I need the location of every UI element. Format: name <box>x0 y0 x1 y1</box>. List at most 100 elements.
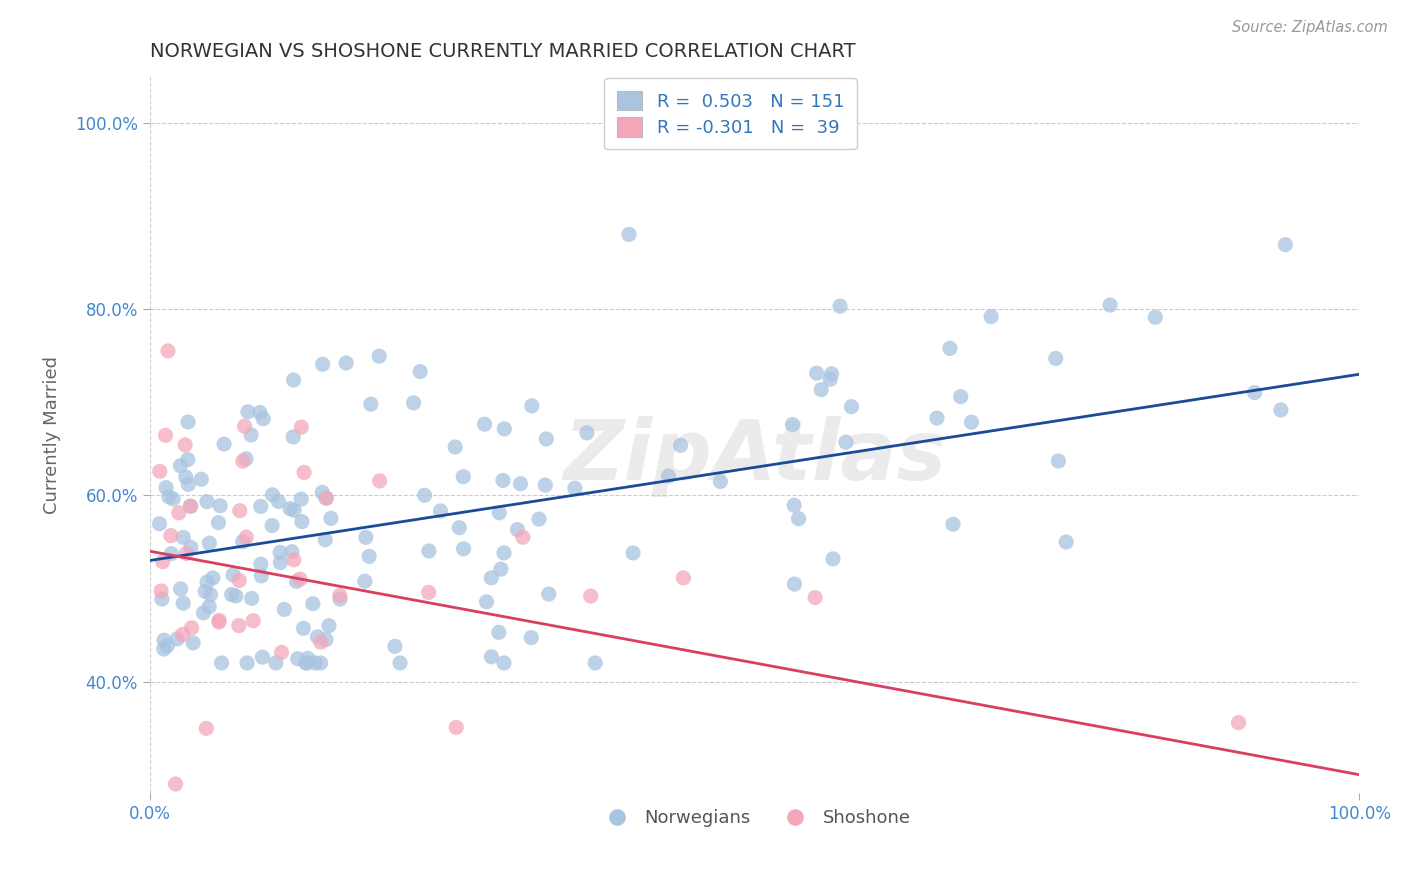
Point <box>153 633 176 648</box>
Point <box>249 405 271 419</box>
Point <box>564 481 586 495</box>
Point <box>240 591 263 606</box>
Point <box>669 438 692 452</box>
Point <box>384 640 406 654</box>
Point <box>278 501 301 516</box>
Text: ZipAtlas: ZipAtlas <box>562 416 946 497</box>
Y-axis label: Currently Married: Currently Married <box>44 356 60 514</box>
Point <box>236 656 259 670</box>
Point <box>195 575 218 590</box>
Point <box>177 477 200 491</box>
Point <box>315 491 337 505</box>
Point <box>492 656 515 670</box>
Point <box>229 504 252 518</box>
Point <box>506 523 529 537</box>
Point <box>1054 535 1077 549</box>
Point <box>174 470 197 484</box>
Point <box>207 516 229 530</box>
Point <box>841 400 863 414</box>
Point <box>165 777 187 791</box>
Point <box>488 625 510 640</box>
Point <box>288 572 311 586</box>
Point <box>657 469 679 483</box>
Point <box>1099 298 1122 312</box>
Point <box>810 383 832 397</box>
Point <box>252 650 274 665</box>
Point <box>474 417 496 432</box>
Point <box>494 422 516 436</box>
Point <box>200 588 222 602</box>
Point <box>449 521 471 535</box>
Point <box>198 599 221 614</box>
Point <box>835 435 858 450</box>
Point <box>534 478 557 492</box>
Point <box>212 437 235 451</box>
Point <box>1274 237 1296 252</box>
Point <box>1045 351 1067 366</box>
Point <box>575 425 598 440</box>
Point <box>509 476 531 491</box>
Point <box>262 518 284 533</box>
Point <box>782 417 804 432</box>
Point <box>267 494 290 508</box>
Point <box>235 530 257 544</box>
Point <box>149 464 172 478</box>
Point <box>307 630 329 644</box>
Point <box>283 503 305 517</box>
Point <box>488 506 510 520</box>
Point <box>304 656 326 670</box>
Point <box>252 411 274 425</box>
Point <box>160 547 183 561</box>
Point <box>232 454 254 468</box>
Point <box>193 606 215 620</box>
Point <box>520 399 543 413</box>
Point <box>195 494 218 508</box>
Point <box>236 405 259 419</box>
Point <box>180 541 202 555</box>
Point <box>621 546 644 560</box>
Point <box>269 545 291 559</box>
Point <box>190 472 212 486</box>
Point <box>181 636 204 650</box>
Point <box>360 397 382 411</box>
Point <box>820 367 842 381</box>
Point <box>583 656 606 670</box>
Point <box>155 481 177 495</box>
Point <box>451 469 474 483</box>
Point <box>311 485 333 500</box>
Point <box>413 488 436 502</box>
Point <box>233 419 256 434</box>
Point <box>1047 454 1070 468</box>
Point <box>249 500 271 514</box>
Point <box>208 615 231 629</box>
Point <box>172 596 194 610</box>
Point <box>1144 310 1167 325</box>
Point <box>818 372 841 386</box>
Point <box>353 574 375 589</box>
Point <box>262 488 284 502</box>
Point <box>264 656 287 670</box>
Text: NORWEGIAN VS SHOSHONE CURRENTLY MARRIED CORRELATION CHART: NORWEGIAN VS SHOSHONE CURRENTLY MARRIED … <box>150 42 855 61</box>
Point <box>295 656 318 670</box>
Point <box>242 614 264 628</box>
Point <box>198 536 221 550</box>
Point <box>949 390 972 404</box>
Point <box>162 491 184 506</box>
Point <box>283 430 305 444</box>
Point <box>402 396 425 410</box>
Point <box>290 492 312 507</box>
Point <box>783 498 806 512</box>
Point <box>942 517 965 532</box>
Point <box>329 592 352 607</box>
Point <box>368 474 391 488</box>
Point <box>1270 403 1292 417</box>
Point <box>925 411 948 425</box>
Point <box>520 631 543 645</box>
Point <box>821 552 844 566</box>
Point <box>225 589 247 603</box>
Point <box>418 544 440 558</box>
Point <box>309 656 332 670</box>
Point <box>211 656 233 670</box>
Point <box>318 618 340 632</box>
Point <box>167 506 190 520</box>
